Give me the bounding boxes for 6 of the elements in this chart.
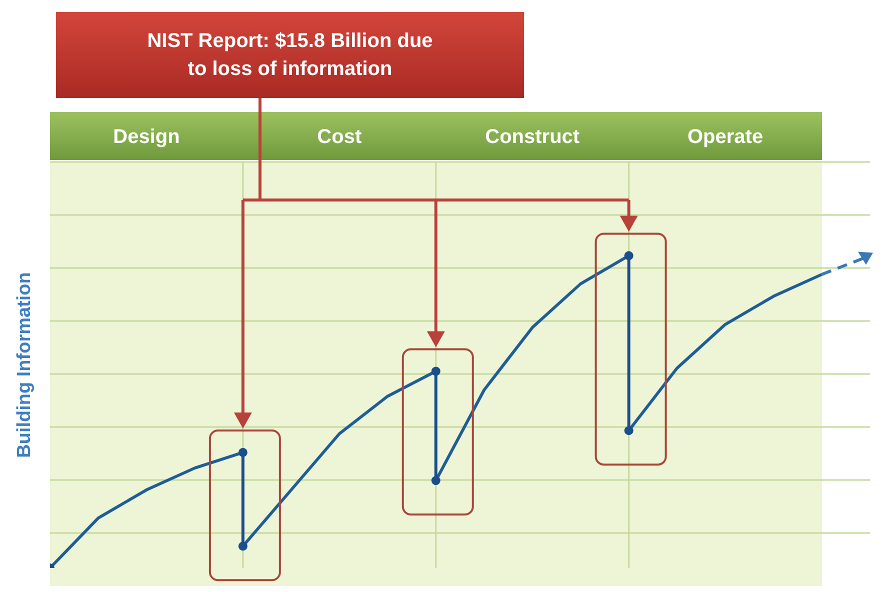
x-tick-label: Operate xyxy=(687,126,764,148)
x-tick-label: Design xyxy=(113,126,180,148)
x-tick-label: Cost xyxy=(317,126,362,148)
chart-title: NIST Report: $15.8 Billion due to loss of information xyxy=(146,29,434,82)
y-axis-title: Building Information xyxy=(14,272,35,458)
x-tick-label: Construct xyxy=(485,126,580,148)
